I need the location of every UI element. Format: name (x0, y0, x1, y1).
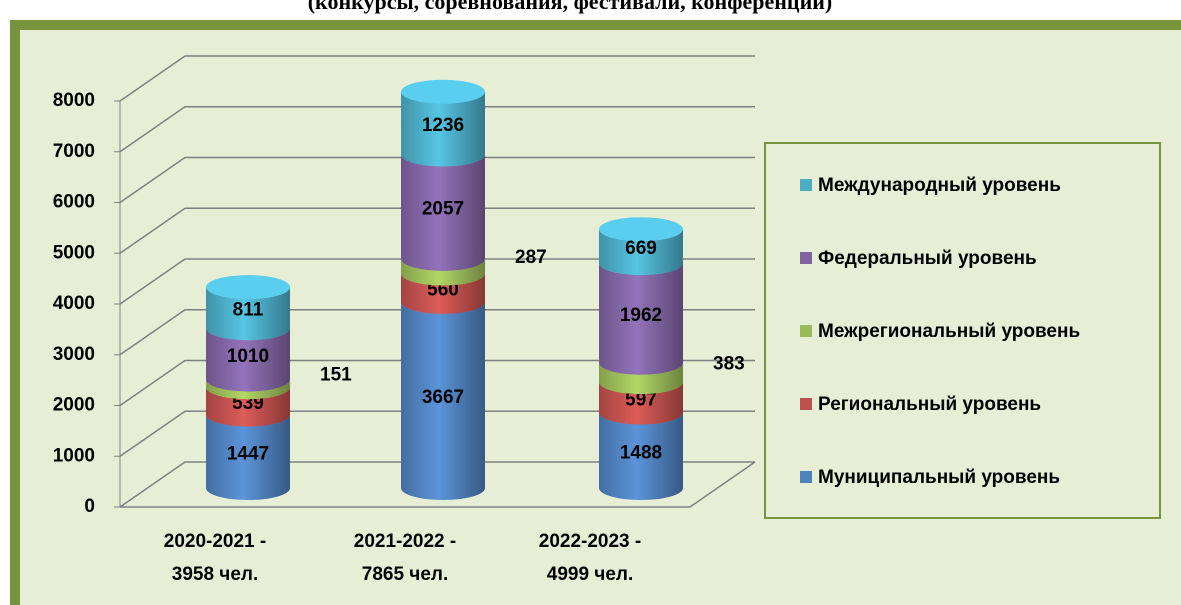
x-tick-label: 2022-2023 - (539, 531, 641, 552)
value-label: 383 (713, 353, 745, 374)
y-tick-label: 2000 (53, 395, 95, 416)
grid-line (119, 461, 755, 508)
y-tick-label: 0 (84, 496, 95, 517)
cylinder-segment (206, 414, 290, 500)
value-label: 669 (625, 238, 657, 259)
y-tick-label: 3000 (53, 344, 95, 365)
legend-box (764, 142, 1161, 519)
value-label: 1488 (620, 442, 662, 463)
legend-swatch (800, 252, 812, 264)
floor-edge (120, 461, 756, 508)
value-label: 811 (233, 300, 264, 321)
cylinder-top (401, 79, 485, 104)
value-label: 287 (515, 247, 547, 268)
value-label: 1010 (227, 346, 269, 367)
legend-swatch (800, 325, 812, 337)
cylinder-segment (599, 412, 683, 500)
grid-line (119, 410, 755, 457)
legend-label: Региональный уровень (818, 394, 1041, 415)
cylinder-segment (599, 263, 683, 375)
x-tick-label: 7865 чел. (362, 564, 449, 585)
cylinder-segment (206, 287, 290, 341)
value-label: 597 (625, 389, 657, 410)
y-tick-label: 8000 (53, 90, 95, 111)
cylinder-segment (206, 328, 290, 392)
x-tick-label: 4999 чел. (547, 564, 634, 585)
legend-swatch (800, 398, 812, 410)
value-label: 1236 (422, 115, 464, 136)
grid-line (119, 106, 755, 153)
chart-title: (конкурсы, соревнования, фестивали, конф… (308, 0, 833, 14)
y-tick-label: 1000 (53, 445, 95, 466)
y-tick-label: 7000 (53, 141, 95, 162)
cylinder-top (599, 217, 683, 242)
grid-line (119, 207, 755, 254)
value-label: 1447 (227, 443, 269, 464)
grid-line (119, 156, 755, 204)
cylinder-segment (401, 154, 485, 271)
legend-swatch (800, 471, 812, 483)
grid-line (119, 258, 755, 305)
legend-label: Межрегиональный уровень (818, 321, 1080, 342)
x-tick-label: 2020-2021 - (164, 531, 266, 552)
cylinder-segment (599, 382, 683, 425)
x-tick-label: 3958 чел. (172, 564, 259, 585)
grid-line (119, 55, 755, 102)
cylinder-top (206, 275, 290, 300)
cylinder-segment (401, 301, 485, 500)
grid-line (119, 359, 755, 407)
value-label: 3667 (422, 387, 464, 408)
legend-swatch (800, 179, 812, 191)
legend-label: Федеральный уровень (818, 248, 1037, 269)
y-tick-label: 4000 (53, 293, 95, 314)
grid-line (119, 309, 755, 356)
cylinder-segment (599, 229, 683, 276)
x-tick-label: 2021-2022 - (354, 531, 456, 552)
y-tick-label: 6000 (53, 192, 95, 213)
value-label: 2057 (422, 199, 464, 220)
legend-label: Муниципальный уровень (818, 467, 1060, 488)
value-label: 151 (320, 364, 352, 385)
cylinder-segment (401, 91, 485, 167)
y-tick-label: 5000 (53, 242, 95, 263)
value-label: 1962 (620, 305, 662, 326)
legend-label: Международный уровень (818, 175, 1061, 196)
